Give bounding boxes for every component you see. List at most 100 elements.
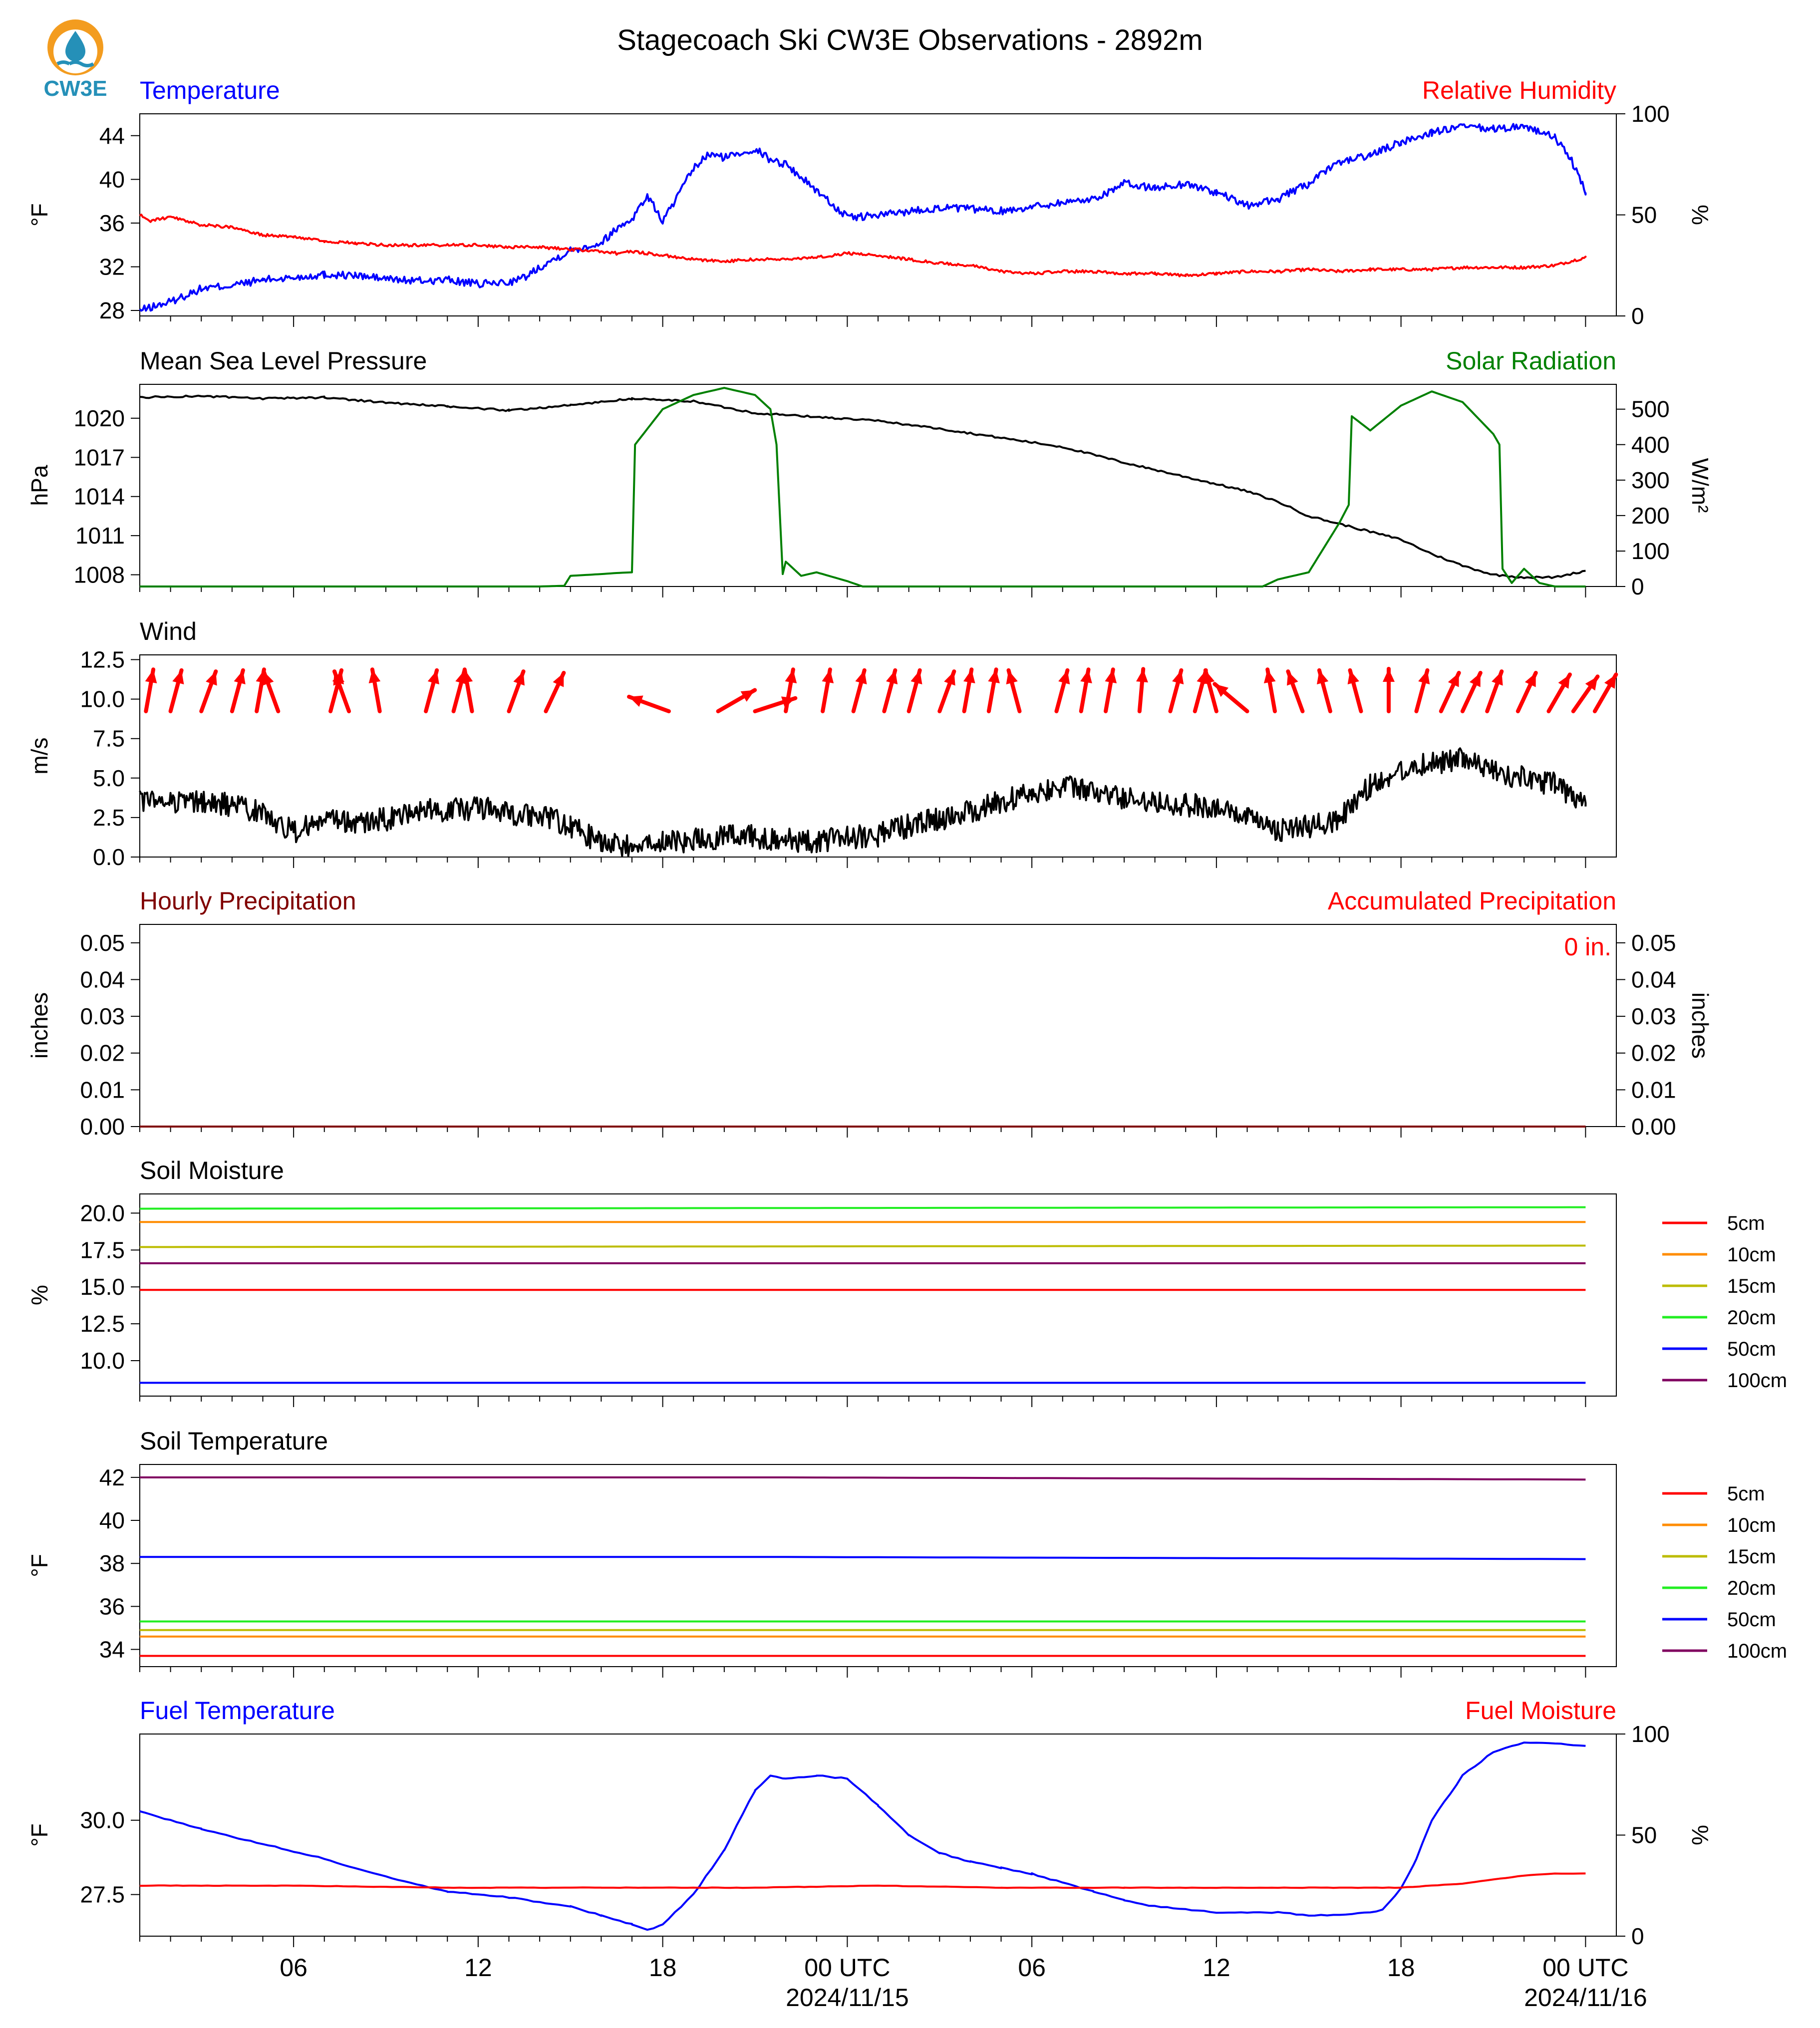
wind-arrow-head [1058,670,1070,685]
accumulated-total-label: 0 in. [1564,933,1611,961]
wind-arrow-head [262,671,274,686]
y-tick-label-right: 300 [1631,467,1670,493]
legend-label: 15cm [1727,1275,1776,1297]
y-tick-label-left: 1011 [75,523,125,549]
wind-arrow [461,667,474,713]
figure-title: Stagecoach Ski CW3E Observations - 2892m [617,24,1203,56]
wind-arrow [1203,668,1218,713]
y-tick-label-left: 12.5 [80,646,125,672]
cw3e-logo: CW3E [43,19,107,101]
legend-label: 20cm [1727,1577,1776,1599]
y-axis-label-right: W/m² [1687,458,1713,513]
wind-arrow-head [1347,670,1359,685]
panel-title-left: Mean Sea Level Pressure [140,347,427,375]
wind-arrow [168,668,184,713]
panel-title-left: Temperature [140,76,280,104]
y-tick-label-left: 40 [99,1507,125,1533]
panel-title-right: Solar Radiation [1446,347,1616,375]
y-tick-label-left: 36 [99,210,125,236]
wind-arrow [627,694,671,713]
y-tick-label-right: 0 [1631,303,1644,329]
y-tick-label-left: 0.05 [80,930,125,956]
wind-arrow-head [963,669,975,683]
panel-pressure_solar: Mean Sea Level Pressure Solar Radiation 10… [26,347,1713,599]
y-tick-label-right: 50 [1631,1822,1657,1848]
wind-arrow-head [1006,670,1018,685]
wind-arrow-head [1524,672,1536,687]
wind-arrow-head [427,670,439,685]
legend-label: 50cm [1727,1609,1776,1631]
y-tick-label-left: 0.0 [93,844,125,870]
y-tick-label-right: 200 [1631,503,1670,529]
wind-arrow-head [1469,672,1481,687]
wind-arrow [1592,672,1618,713]
panel-precip: Hourly Precipitation Accumulated Precipit… [26,887,1713,1140]
y-tick-label-left: 5.0 [93,765,125,791]
wind-arrow [716,688,757,713]
panel-soil_moisture: Soil Moisture 10.0 12.5 15.0 17.5 20.0% 5cm 10c… [26,1157,1787,1407]
wind-arrow-head [1492,671,1503,686]
x-tick-label: 00 UTC [1542,1954,1628,1982]
y-tick-label-left: 27.5 [80,1882,125,1908]
chart-panels: Temperature Relative Humidity 28 32 36 40 44 0 5… [26,76,1787,1949]
wind-arrow-head [206,671,217,686]
y-axis-label-left: inches [26,992,52,1059]
legend-label: 50cm [1727,1338,1776,1360]
legend-label: 100cm [1727,1370,1787,1392]
y-axis-label-left: hPa [26,465,52,506]
y-tick-label-right: 100 [1631,1721,1670,1747]
wind-arrow [1168,668,1184,713]
panel-title-right: Relative Humidity [1422,76,1616,104]
wind-arrow-head [1203,670,1215,685]
x-date-label: 2024/11/15 [786,1984,909,2012]
y-tick-label-right: 100 [1631,101,1670,127]
legend-label: 10cm [1727,1244,1776,1266]
y-tick-label-left: 2.5 [93,805,125,831]
legend-label: 10cm [1727,1514,1776,1536]
wind-arrow-head [1418,670,1430,685]
legend-label: 5cm [1727,1212,1765,1234]
legend-label: 20cm [1727,1307,1776,1329]
wind-arrow [907,668,922,713]
series-line-series-0 [139,1741,1586,1931]
logo-wave-icon [68,60,94,67]
x-tick-label: 06 [280,1954,307,1982]
wind-arrow [1439,670,1461,713]
wind-arrow [882,668,898,713]
wind-arrow [262,669,281,713]
wind-arrow-head [368,669,381,683]
wind-arrow [1485,669,1504,713]
wind-arrow [1054,668,1070,713]
wind-arrow [937,669,956,713]
logo-drop-icon [65,31,85,61]
y-tick-label-left: 34 [99,1637,125,1663]
wind-arrow [1516,670,1538,713]
y-tick-label-right: 0.05 [1631,930,1676,956]
y-tick-label-right: 0 [1631,574,1644,599]
series-line-series-1 [140,387,1586,587]
y-tick-label-left: 0.00 [80,1114,125,1140]
wind-arrow [986,667,1000,713]
wind-arrow [1414,668,1430,713]
y-tick-label-right: 100 [1631,538,1670,564]
series-line-series-0 [139,747,1587,858]
x-tick-label: 12 [464,1954,492,1982]
wind-arrow [1263,667,1277,713]
wind-arrow-head [333,671,345,686]
wind-arrow-head [910,670,922,685]
series-line-50cm [140,1556,1586,1560]
panel-title-right: Fuel Moisture [1465,1697,1616,1725]
wind-arrow-head [553,672,564,687]
wind-arrow-head [234,670,246,685]
wind-arrow [544,670,566,713]
wind-arrow [821,667,834,713]
y-tick-label-right: 0.02 [1631,1040,1676,1066]
panel-title-right: Accumulated Precipitation [1328,887,1616,915]
y-tick-label-right: 0.01 [1631,1077,1676,1103]
x-date-label: 2024/11/16 [1524,1984,1647,2012]
y-tick-label-left: 42 [99,1464,125,1490]
logo-wave-icon-left [56,60,70,66]
y-tick-label-right: 500 [1631,396,1670,422]
wind-arrow [199,669,218,713]
wind-arrow-head [1558,674,1570,689]
